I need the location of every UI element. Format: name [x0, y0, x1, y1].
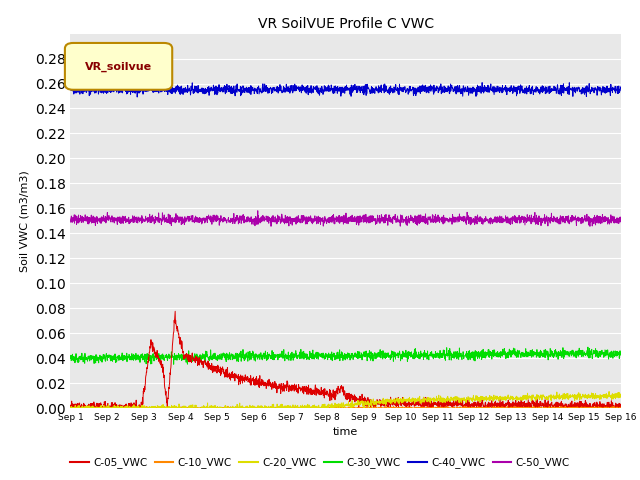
X-axis label: time: time	[333, 427, 358, 437]
Title: VR SoilVUE Profile C VWC: VR SoilVUE Profile C VWC	[257, 17, 434, 31]
FancyBboxPatch shape	[65, 43, 172, 90]
Legend: C-05_VWC, C-10_VWC, C-20_VWC, C-30_VWC, C-40_VWC, C-50_VWC: C-05_VWC, C-10_VWC, C-20_VWC, C-30_VWC, …	[66, 453, 574, 472]
Text: VR_soilvue: VR_soilvue	[85, 61, 152, 72]
Y-axis label: Soil VWC (m3/m3): Soil VWC (m3/m3)	[19, 170, 29, 272]
